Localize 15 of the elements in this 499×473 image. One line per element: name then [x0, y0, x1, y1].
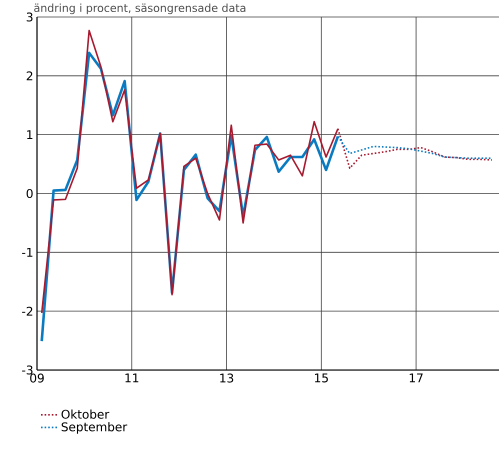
y-tick-label: 0 — [26, 188, 33, 198]
y-tick-label: -3 — [22, 365, 33, 375]
y-tick-label: 2 — [26, 71, 32, 80]
x-tick-label: 15 — [314, 374, 328, 382]
legend-label: Oktober — [62, 409, 110, 419]
chart-title: ändring i procent, säsongrensade data — [34, 4, 246, 14]
x-tick-label: 13 — [220, 374, 234, 383]
y-tick-label: -2 — [22, 306, 32, 316]
x-tick-label: 09 — [30, 374, 44, 383]
y-tick-label: 1 — [27, 130, 32, 140]
legend-label: September — [62, 422, 128, 434]
y-tick-label: 3 — [26, 12, 32, 22]
x-tick-label: 17 — [410, 374, 423, 382]
x-tick-label: 11 — [125, 374, 138, 382]
y-tick-label: -1 — [22, 248, 32, 257]
